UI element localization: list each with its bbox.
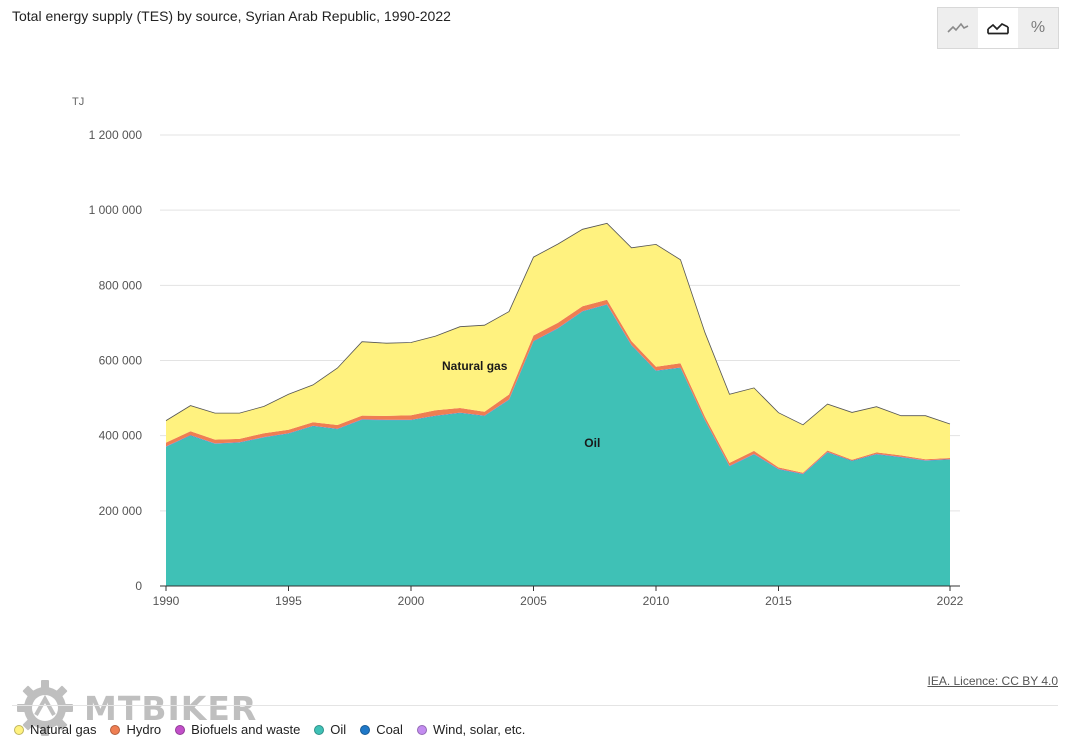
legend-label: Natural gas xyxy=(30,722,96,737)
y-tick-label: 600 000 xyxy=(99,354,143,368)
legend-swatch xyxy=(417,725,427,735)
legend-swatch xyxy=(110,725,120,735)
legend-item[interactable]: Biofuels and waste xyxy=(175,722,300,737)
y-tick-label: 0 xyxy=(135,579,142,593)
legend-item[interactable]: Hydro xyxy=(110,722,161,737)
x-tick-label: 2000 xyxy=(398,594,425,608)
y-tick-label: 800 000 xyxy=(99,278,143,292)
x-tick-label: 2015 xyxy=(765,594,792,608)
chart-legend: Natural gas Hydro Biofuels and waste Oil Coa… xyxy=(14,722,525,737)
legend-label: Wind, solar, etc. xyxy=(433,722,525,737)
legend-swatch xyxy=(175,725,185,735)
y-tick-label: 200 000 xyxy=(99,504,143,518)
x-tick-label: 2022 xyxy=(937,594,964,608)
legend-swatch xyxy=(360,725,370,735)
y-tick-label: 1 200 000 xyxy=(89,128,143,142)
legend-label: Oil xyxy=(330,722,346,737)
y-tick-label: 1 000 000 xyxy=(89,203,143,217)
y-tick-label: 400 000 xyxy=(99,429,143,443)
legend-label: Biofuels and waste xyxy=(191,722,300,737)
x-tick-label: 2010 xyxy=(643,594,670,608)
legend-swatch xyxy=(14,725,24,735)
legend-item[interactable]: Wind, solar, etc. xyxy=(417,722,525,737)
y-axis-unit: TJ xyxy=(72,96,84,108)
legend-swatch xyxy=(314,725,324,735)
x-tick-label: 1990 xyxy=(153,594,180,608)
legend-label: Coal xyxy=(376,722,403,737)
legend-item[interactable]: Natural gas xyxy=(14,722,96,737)
footer-divider xyxy=(12,705,1058,706)
series-label: Oil xyxy=(584,436,600,450)
legend-item[interactable]: Coal xyxy=(360,722,403,737)
legend-label: Hydro xyxy=(126,722,161,737)
x-tick-label: 2005 xyxy=(520,594,547,608)
licence-link[interactable]: IEA. Licence: CC BY 4.0 xyxy=(927,674,1058,688)
x-tick-label: 1995 xyxy=(275,594,302,608)
legend-item[interactable]: Oil xyxy=(314,722,346,737)
area-chart: 0 200 000 400 000 600 000 800 000 1 000 000 1 … xyxy=(0,0,1075,660)
series-label: Natural gas xyxy=(442,359,508,373)
series-areas xyxy=(166,223,950,586)
